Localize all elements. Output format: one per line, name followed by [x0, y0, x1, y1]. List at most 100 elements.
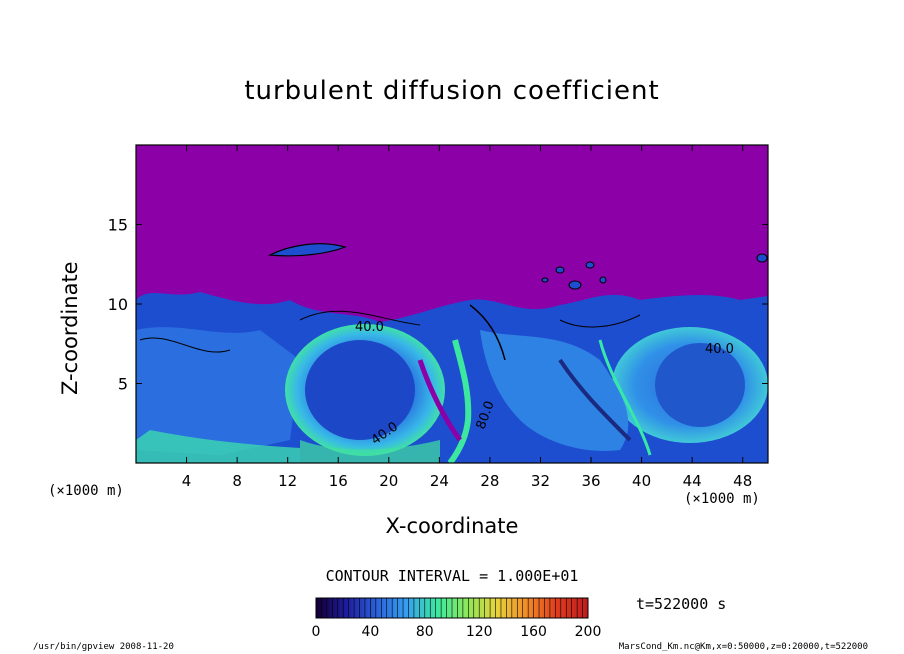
colorbar-cell — [408, 598, 412, 618]
colorbar-cell — [571, 598, 575, 618]
colorbar-tick-label: 80 — [416, 624, 434, 640]
colorbar-cell — [555, 598, 559, 618]
colorbar-cell — [525, 598, 529, 618]
colorbar-cell — [422, 598, 426, 618]
colorbar-cell — [454, 598, 458, 618]
y-tick-label: 5 — [118, 375, 128, 394]
colorbar-cell — [343, 598, 347, 618]
field-layer — [136, 145, 768, 463]
contour-label: 40.0 — [705, 342, 734, 357]
y-tick-label: 10 — [108, 295, 128, 314]
contour-interval-label: CONTOUR INTERVAL = 1.000E+01 — [325, 567, 579, 585]
y-ticks-group: 5 10 15 — [108, 216, 768, 394]
colorbar-cell — [539, 598, 543, 618]
colorbar-cell — [484, 598, 488, 618]
left-region — [136, 327, 300, 455]
colorbar-cell — [321, 598, 325, 618]
colorbar-cell — [530, 598, 535, 618]
x-tick-label: 16 — [329, 472, 348, 490]
colorbar-cell — [457, 598, 461, 618]
x-tick-label: 4 — [182, 472, 192, 490]
colorbar-cell — [397, 598, 401, 618]
colorbar-cell — [446, 598, 450, 618]
colorbar-tick-label: 200 — [575, 624, 602, 640]
colorbar-cell — [367, 598, 371, 618]
colorbar-cell — [351, 598, 355, 618]
x-tick-label: 20 — [379, 472, 398, 490]
colorbar-cell — [329, 598, 333, 618]
colorbar-cell — [335, 598, 339, 618]
colorbar-frame — [315, 597, 589, 619]
colorbar-cell — [558, 598, 562, 618]
colorbar-cell — [552, 598, 556, 618]
x-tick-label: 12 — [278, 472, 297, 490]
colorbar-cell — [465, 598, 469, 618]
colorbar-cell — [490, 598, 494, 618]
colorbar-cell — [378, 598, 382, 618]
colorbar-cell — [359, 598, 363, 618]
colorbar-cell — [332, 598, 336, 618]
colorbar-cell — [345, 598, 350, 618]
colorbar-cell — [337, 598, 341, 618]
colorbar-cell — [441, 598, 445, 618]
colorbar-cell — [479, 598, 483, 618]
time-label: t=522000 s — [636, 595, 727, 613]
colorbar-tick-label: 160 — [520, 624, 547, 640]
colorbar-cell — [473, 598, 477, 618]
colorbar-group: 0 40 80 120 160 200 — [312, 597, 602, 640]
colorbar-cell — [413, 598, 418, 618]
colorbar-cell — [405, 598, 409, 618]
colorbar-cell — [528, 598, 532, 618]
colorbar-cell — [375, 598, 380, 618]
x-tick-label: 40 — [632, 472, 651, 490]
colorbar-cell — [549, 598, 554, 618]
colorbar-cell — [481, 598, 486, 618]
footer-right: MarsCond_Km.nc@Km,x=0:50000,z=0:20000,t=… — [618, 642, 868, 652]
colorbar-cell — [394, 598, 399, 618]
colorbar-cell — [449, 598, 453, 618]
colorbar-cell — [536, 598, 540, 618]
colorbar-cell — [500, 598, 505, 618]
colorbar-cell — [509, 598, 513, 618]
colorbar-cell — [579, 598, 584, 618]
colorbar-cell — [520, 598, 524, 618]
x-tick-label: 8 — [232, 472, 242, 490]
colorbar-tick-label: 0 — [312, 624, 321, 640]
colorbar-cell — [560, 598, 565, 618]
colorbar-cell — [435, 598, 439, 618]
colorbar-cell — [563, 598, 567, 618]
x-unit-left: (×1000 m) — [48, 483, 124, 499]
colorbar-cell — [522, 598, 526, 618]
colorbar-cell — [511, 598, 516, 618]
colorbar-cell — [392, 598, 396, 618]
colorbar-cell — [427, 598, 431, 618]
colorbar-cell — [468, 598, 472, 618]
x-tick-label: 36 — [581, 472, 600, 490]
colorbar-cell — [356, 598, 361, 618]
colorbar-cell — [517, 598, 521, 618]
colorbar-cell — [495, 598, 499, 618]
colorbar-cell — [354, 598, 358, 618]
colorbar-cell — [503, 598, 507, 618]
colorbar-cell — [487, 598, 491, 618]
colorbar-cell — [411, 598, 415, 618]
x-unit-right: (×1000 m) — [684, 491, 760, 507]
y-tick-label: 15 — [108, 216, 128, 235]
x-tick-label: 44 — [683, 472, 702, 490]
colorbar-cell — [544, 598, 548, 618]
colorbar-cell — [400, 598, 404, 618]
colorbar-cell — [362, 598, 366, 618]
colorbar-tick-label: 120 — [466, 624, 493, 640]
colorbar-cell — [452, 598, 456, 618]
colorbar-cell — [506, 598, 510, 618]
colorbar-cell — [462, 598, 467, 618]
colorbar-cell — [541, 598, 545, 618]
colorbar-cell — [348, 598, 352, 618]
colorbar-cell — [585, 598, 589, 618]
colorbar-cell — [574, 598, 578, 618]
colorbar-cell — [384, 598, 388, 618]
colorbar-cell — [381, 598, 385, 618]
colorbar-cell — [460, 598, 464, 618]
colorbar-cell — [318, 598, 322, 618]
